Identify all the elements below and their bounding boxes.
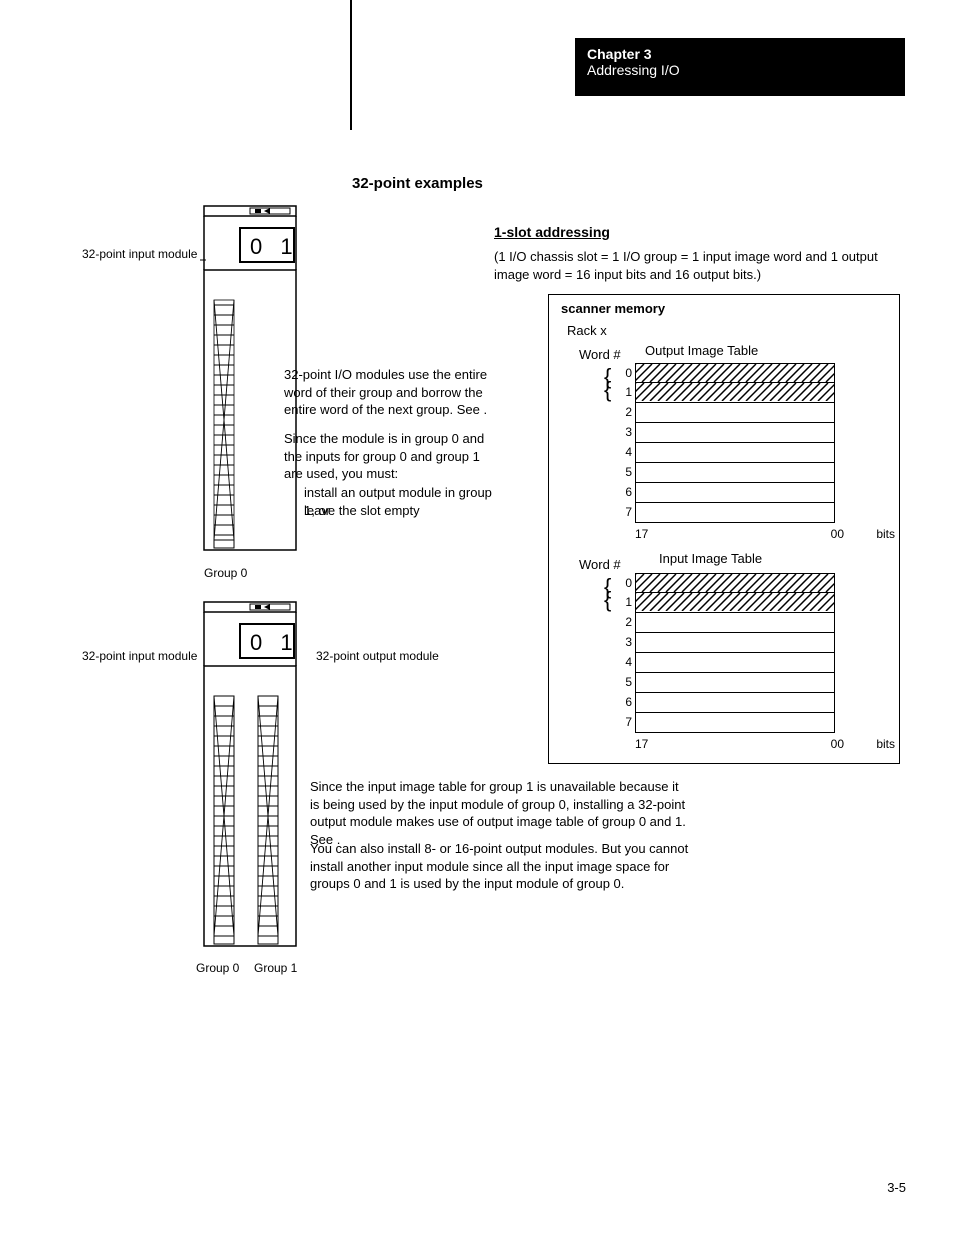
- table-row: 5: [635, 463, 835, 483]
- brace-icon: {: [604, 591, 611, 609]
- section-title: 32-point examples: [352, 175, 483, 192]
- table-row-number: 2: [618, 615, 632, 629]
- chassis-2-slot-numbers: 0 1: [250, 630, 299, 656]
- out-bit-lo: 00: [831, 527, 844, 541]
- rack-label: Rack x: [567, 323, 607, 338]
- table-row-number: 1: [618, 385, 632, 399]
- input-module-label-2: 32-point input module: [82, 648, 197, 664]
- bullet-2: leave the slot empty: [304, 502, 504, 520]
- table-row: 4: [635, 653, 835, 673]
- word-label-out: Word #: [579, 347, 621, 362]
- in-bits-label: bits: [876, 737, 895, 751]
- table-row-number: 0: [618, 576, 632, 590]
- chassis-diagram-2: 0 1: [200, 596, 320, 956]
- group-0-label-b: Group 0: [196, 960, 239, 976]
- table-row-number: 4: [618, 445, 632, 459]
- table-row: 4: [635, 443, 835, 463]
- table-row-number: 7: [618, 715, 632, 729]
- slot-addressing-heading: 1-slot addressing: [494, 224, 610, 240]
- table-row: 7: [635, 503, 835, 523]
- input-image-table-title: Input Image Table: [659, 551, 762, 566]
- table-row-number: 1: [618, 595, 632, 609]
- table-row: 0{: [635, 363, 835, 383]
- paragraph-1: 32-point I/O modules use the entire word…: [284, 366, 494, 419]
- group-0-label-a: Group 0: [204, 565, 247, 581]
- table-row-number: 2: [618, 405, 632, 419]
- table-row-number: 0: [618, 366, 632, 380]
- out-bits-label: bits: [876, 527, 895, 541]
- table-row: 2: [635, 613, 835, 633]
- chapter-title: Addressing I/O: [587, 62, 893, 78]
- paragraph-2: Since the module is in group 0 and the i…: [284, 430, 494, 483]
- table-row-number: 7: [618, 505, 632, 519]
- table-row: 7: [635, 713, 835, 733]
- scanner-memory-box: scanner memory Rack x Word # Output Imag…: [548, 294, 900, 764]
- paragraph-4: You can also install 8- or 16-point outp…: [310, 840, 690, 893]
- table-row-number: 4: [618, 655, 632, 669]
- group-1-label-b: Group 1: [254, 960, 297, 976]
- table-row: 6: [635, 693, 835, 713]
- table-row-number: 6: [618, 695, 632, 709]
- chapter-header: Chapter 3 Addressing I/O: [575, 38, 905, 96]
- table-row: 5: [635, 673, 835, 693]
- header-vertical-rule: [350, 0, 352, 130]
- table-row-number: 3: [618, 425, 632, 439]
- in-bit-hi: 17: [635, 737, 648, 751]
- input-image-table: 0{1{234567: [635, 573, 835, 733]
- out-bit-hi: 17: [635, 527, 648, 541]
- table-row: 0{: [635, 573, 835, 593]
- paragraph-3: Since the input image table for group 1 …: [310, 778, 690, 848]
- table-row-number: 6: [618, 485, 632, 499]
- page-number: 3-5: [887, 1180, 906, 1195]
- table-row: 1{: [635, 593, 835, 613]
- in-bit-lo: 00: [831, 737, 844, 751]
- brace-icon: {: [604, 381, 611, 399]
- slot-description: (1 I/O chassis slot = 1 I/O group = 1 in…: [494, 248, 894, 283]
- word-label-in: Word #: [579, 557, 621, 572]
- output-image-table: 0{1{234567: [635, 363, 835, 523]
- chapter-number: Chapter 3: [587, 46, 893, 62]
- arrow-to-module-1: [78, 250, 208, 270]
- output-module-label: 32-point output module: [316, 648, 439, 664]
- output-image-table-title: Output Image Table: [645, 343, 758, 358]
- table-row: 2: [635, 403, 835, 423]
- table-row: 3: [635, 633, 835, 653]
- table-row: 6: [635, 483, 835, 503]
- table-row: 1{: [635, 383, 835, 403]
- table-row-number: 5: [618, 675, 632, 689]
- table-row: 3: [635, 423, 835, 443]
- table-row-number: 3: [618, 635, 632, 649]
- scanner-memory-title: scanner memory: [561, 301, 665, 316]
- chassis-1-slot-numbers: 0 1: [250, 234, 299, 260]
- table-row-number: 5: [618, 465, 632, 479]
